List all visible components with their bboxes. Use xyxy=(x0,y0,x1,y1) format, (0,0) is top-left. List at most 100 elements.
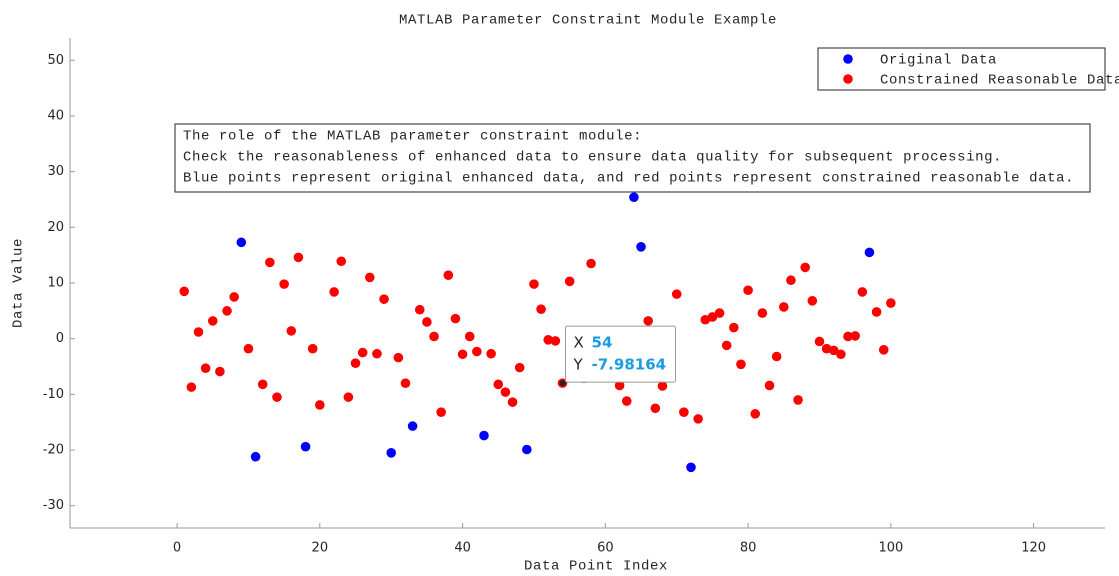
point xyxy=(429,331,439,342)
legend-marker xyxy=(843,74,853,84)
point xyxy=(407,421,418,431)
x-tick-label: 20 xyxy=(312,541,329,556)
annotation-box xyxy=(174,123,1091,193)
point xyxy=(229,292,239,302)
point xyxy=(621,396,632,406)
point xyxy=(186,382,197,392)
point xyxy=(886,298,896,308)
point xyxy=(393,352,404,363)
point xyxy=(386,448,397,458)
legend-label: Constrained Reasonable Data xyxy=(880,73,1119,89)
x-tick-label: 60 xyxy=(597,541,614,556)
point xyxy=(193,327,204,337)
point xyxy=(457,349,468,360)
y-tick-label: 40 xyxy=(47,108,64,123)
chart-title: MATLAB Parameter Constraint Module Examp… xyxy=(399,13,777,29)
point xyxy=(693,414,703,424)
point xyxy=(843,331,853,342)
x-tick-label: 0 xyxy=(173,541,181,556)
point xyxy=(671,289,682,299)
datatip-box xyxy=(565,325,677,383)
annotation-line: Blue points represent original enhanced … xyxy=(183,171,1074,187)
annotation-line: Check the reasonableness of enhanced dat… xyxy=(183,150,1002,166)
point xyxy=(771,351,782,362)
point xyxy=(379,294,389,304)
point xyxy=(878,345,889,355)
point xyxy=(236,237,247,248)
point xyxy=(336,256,347,267)
annotation-line: The role of the MATLAB parameter constra… xyxy=(183,129,642,145)
point xyxy=(300,441,311,452)
point xyxy=(450,313,461,324)
point xyxy=(372,348,382,359)
point xyxy=(507,397,518,407)
x-tick-label: 120 xyxy=(1021,541,1046,556)
point xyxy=(400,378,411,389)
point xyxy=(222,306,232,316)
point xyxy=(286,326,297,336)
point xyxy=(864,247,875,258)
point xyxy=(307,343,318,354)
point xyxy=(828,345,839,356)
y-tick-label: 10 xyxy=(47,276,64,291)
point xyxy=(793,395,803,405)
point xyxy=(293,252,304,263)
point xyxy=(479,430,489,441)
y-tick-label: 20 xyxy=(47,220,64,235)
point xyxy=(514,362,525,373)
point xyxy=(472,346,482,357)
y-tick-label: -30 xyxy=(43,498,64,513)
x-axis-label: Data Point Index xyxy=(524,559,668,575)
point xyxy=(443,270,454,281)
point xyxy=(657,381,668,391)
point xyxy=(243,343,254,354)
point xyxy=(357,347,368,358)
point xyxy=(800,262,811,273)
point xyxy=(486,348,496,359)
point xyxy=(778,302,789,312)
point xyxy=(536,304,546,314)
point xyxy=(272,392,282,402)
point xyxy=(786,275,796,286)
point xyxy=(329,287,339,297)
datatip-x-value: 54 xyxy=(592,334,613,352)
x-tick-label: 40 xyxy=(454,541,471,556)
point xyxy=(807,296,818,306)
y-tick-label: 50 xyxy=(47,53,64,68)
y-tick-label: 30 xyxy=(47,164,64,179)
datatip-point xyxy=(559,380,566,387)
point xyxy=(564,276,575,287)
point xyxy=(250,451,261,462)
point xyxy=(493,379,504,390)
point xyxy=(636,242,646,252)
point xyxy=(707,312,718,322)
point xyxy=(315,400,325,410)
legend-marker xyxy=(843,54,853,64)
point xyxy=(279,279,289,289)
point xyxy=(679,407,689,417)
point xyxy=(850,331,860,341)
point xyxy=(586,258,596,269)
datatip-y-value: -7.98164 xyxy=(592,356,667,374)
point xyxy=(764,380,775,391)
point xyxy=(543,334,554,345)
x-tick-label: 80 xyxy=(740,541,757,556)
point xyxy=(200,363,211,373)
datatip-x-label: X xyxy=(574,334,584,352)
point xyxy=(721,340,732,351)
point xyxy=(500,387,511,397)
point xyxy=(814,336,825,347)
point xyxy=(422,317,432,327)
point xyxy=(743,285,753,296)
point xyxy=(650,403,661,414)
point xyxy=(350,358,361,368)
point xyxy=(614,380,625,391)
point xyxy=(643,316,653,326)
point xyxy=(364,272,375,283)
point xyxy=(629,192,639,203)
point xyxy=(436,407,446,417)
point xyxy=(686,462,696,473)
point xyxy=(257,379,268,390)
point xyxy=(265,257,275,268)
